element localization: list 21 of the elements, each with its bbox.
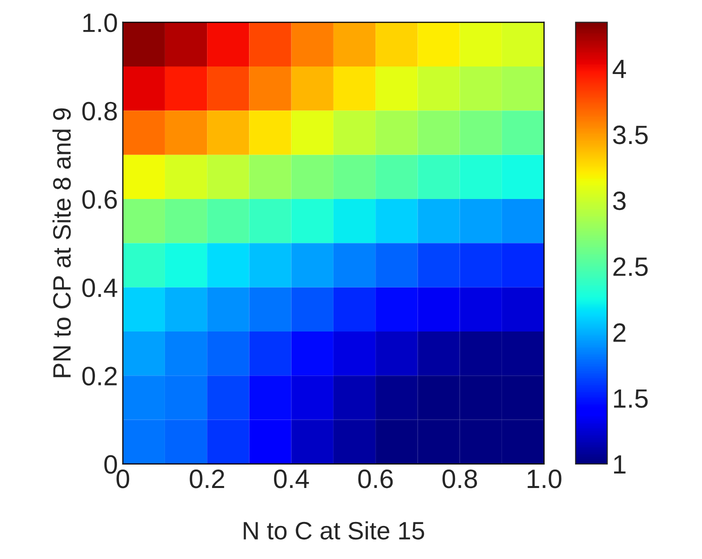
color-bar-label: 1.5 [614, 389, 648, 408]
x-tick-label: 0.2 [190, 470, 224, 488]
y-axis-title: PN to CP at Site 8 and 9 [52, 108, 71, 378]
x-tick-label: 0.4 [274, 470, 309, 488]
y-tick-label: 0 [104, 455, 117, 474]
y-tick-label: 0.2 [82, 366, 117, 386]
x-tick-label: 1.0 [528, 470, 562, 488]
x-tick-label: 0.6 [358, 470, 393, 488]
y-tick-label: 0.4 [82, 278, 118, 298]
x-tick-label: 0.8 [442, 470, 478, 488]
x-axis-title: N to C at Site 15 [244, 521, 424, 540]
color-bar-label: 3.5 [613, 126, 648, 144]
color-bar-label: 3 [613, 191, 626, 210]
x-tick-label: 0 [116, 470, 130, 488]
y-tick-label: 0.6 [82, 190, 117, 209]
y-tick-label: 1.0 [83, 13, 117, 32]
color-bar-label: 4 [612, 60, 626, 78]
y-tick-label: 0.8 [82, 102, 117, 121]
color-bar-label: 1 [614, 455, 626, 474]
color-bar-label: 2.5 [613, 257, 648, 276]
color-bar-label: 2 [613, 323, 626, 342]
